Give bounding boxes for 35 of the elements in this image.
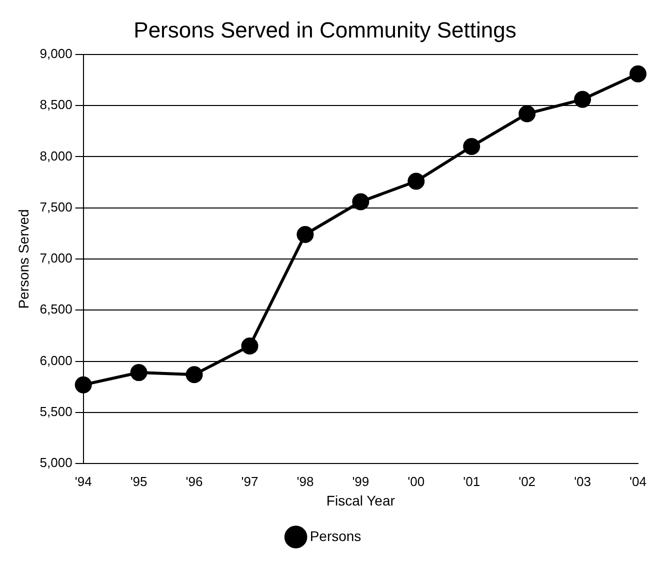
y-tick-label: 9,000 xyxy=(40,46,72,61)
point xyxy=(630,65,646,82)
y-tick-label: 8,500 xyxy=(40,97,72,112)
point xyxy=(186,366,203,384)
point xyxy=(352,193,370,210)
x-tick-label: '98 xyxy=(296,474,314,489)
y-tick-label: 5,500 xyxy=(40,404,72,420)
x-axis-title: Fiscal Year xyxy=(326,492,396,508)
point xyxy=(408,172,425,190)
x-tick-label: '04 xyxy=(630,474,646,489)
x-tick-label: '97 xyxy=(241,474,258,489)
point xyxy=(518,105,536,122)
y-tick-label: 8,000 xyxy=(40,148,72,164)
y-tick-label: 6,500 xyxy=(40,302,72,317)
x-tick-label: '00 xyxy=(408,474,425,489)
y-axis-title: Persons Served xyxy=(15,209,32,309)
x-tick-label: '99 xyxy=(352,474,370,489)
x-tick-label: '03 xyxy=(574,474,592,489)
y-tick-label: 7,500 xyxy=(40,199,72,214)
point xyxy=(574,90,592,108)
point xyxy=(463,138,480,155)
y-tick-label: 5,000 xyxy=(40,455,72,470)
point xyxy=(241,337,258,354)
point xyxy=(130,364,148,382)
y-tick-label: 7,000 xyxy=(40,250,72,266)
y-tick-label: 6,000 xyxy=(40,352,72,368)
x-tick-label: '01 xyxy=(463,474,480,489)
legend-label: Persons xyxy=(310,528,362,544)
x-tick-label: '96 xyxy=(186,474,203,489)
x-tick-label: '95 xyxy=(130,474,148,489)
x-tick-label: '02 xyxy=(518,474,536,489)
x-tick-label: '94 xyxy=(74,474,92,489)
chart-title: Persons Served in Community Settings xyxy=(134,17,516,42)
point xyxy=(74,376,92,394)
point xyxy=(296,226,314,243)
